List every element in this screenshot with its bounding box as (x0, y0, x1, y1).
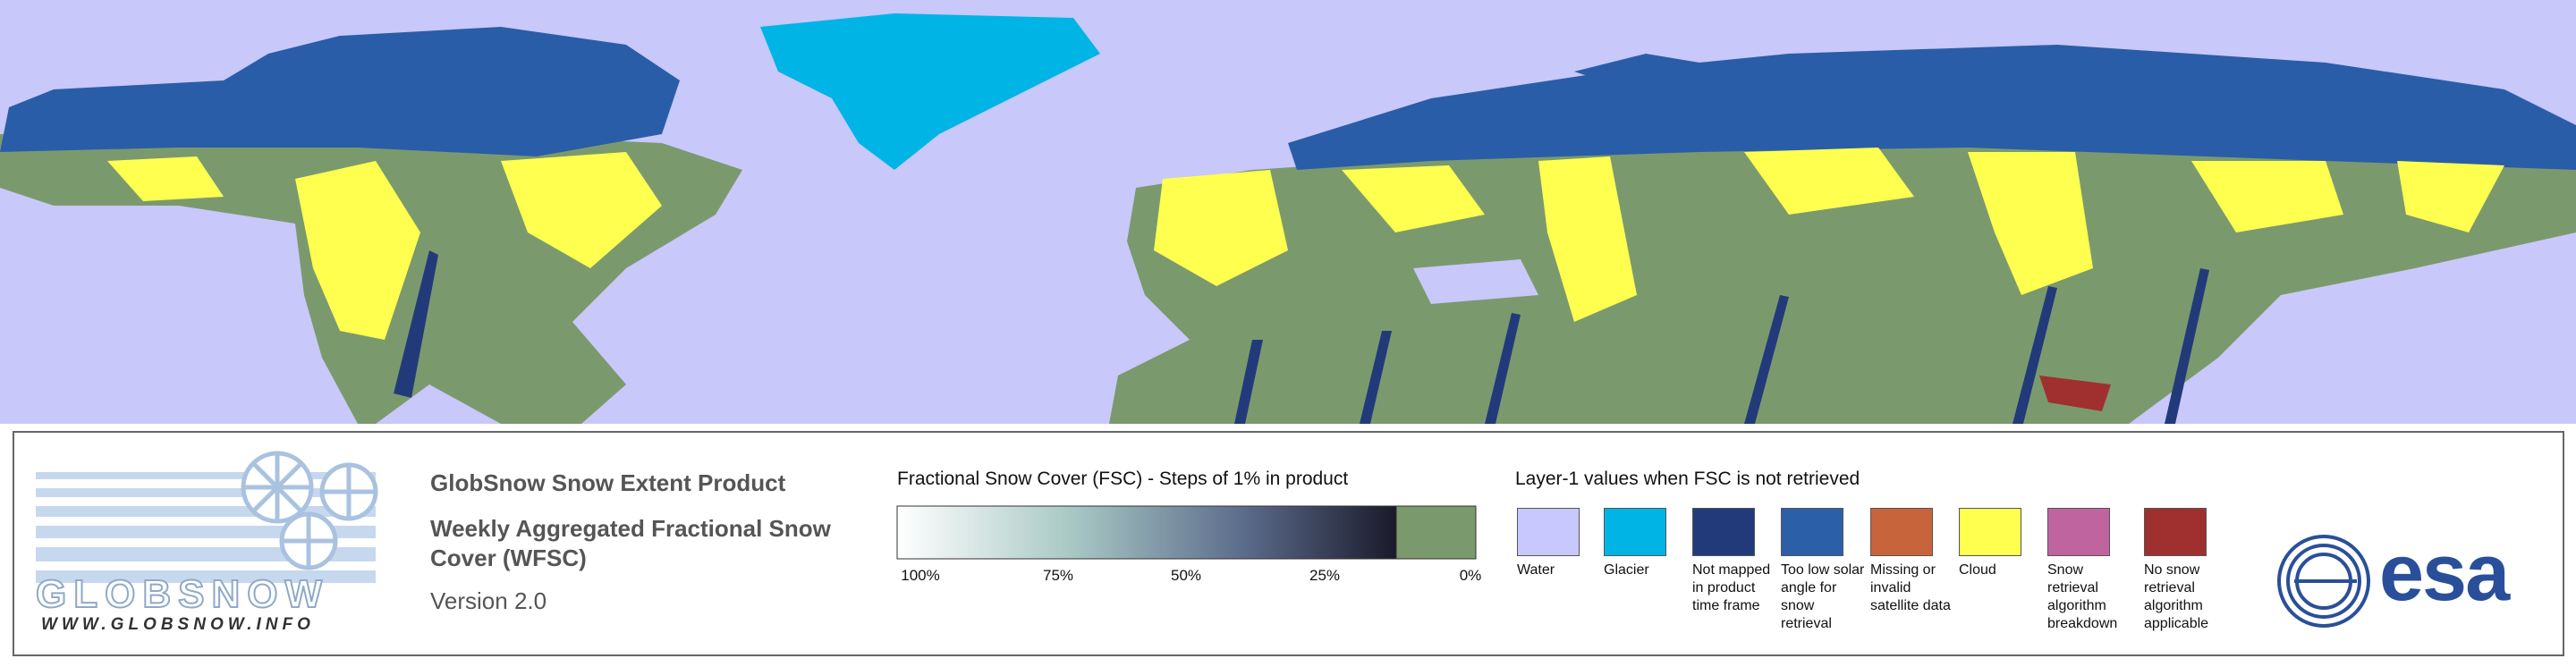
legend-swatch (1604, 508, 1666, 556)
product-subtitle: Weekly Aggregated Fractional Snow Cover … (430, 515, 831, 571)
legend-label: Glacier (1604, 562, 1649, 578)
legend-frame (13, 431, 2564, 656)
fsc-tick-label: 75% (1042, 567, 1074, 584)
map (0, 13, 2576, 424)
logo-name: GLOBSNOW (35, 571, 329, 617)
legend-label: Cloud (1959, 562, 1996, 578)
fsc-tick-label: 50% (1170, 567, 1202, 584)
legend-item: Water (1517, 508, 1602, 579)
legend-item: Missing or invalid satellite data (1870, 508, 1955, 615)
legend-swatch (2047, 508, 2110, 556)
esa-logo-mark (2277, 535, 2370, 628)
legend-label: Water (1517, 562, 1555, 578)
fsc-title: Fractional Snow Cover (FSC) - Steps of 1… (897, 469, 1349, 489)
legend-label: Too low solar angle for snow retrieval (1781, 562, 1865, 631)
legend-swatch (1692, 508, 1755, 556)
legend-item: Glacier (1604, 508, 1689, 579)
legend-item: Snow retrieval algorithm breakdown (2047, 508, 2132, 633)
esa-logo: esa (2379, 528, 2510, 618)
legend-label: Snow retrieval algorithm breakdown (2047, 562, 2118, 631)
legend-swatch (1959, 508, 2021, 556)
legend-swatch (1870, 508, 1933, 556)
legend-label: No snow retrieval algorithm applicable (2144, 562, 2209, 631)
legend-swatch (2144, 508, 2207, 556)
fsc-tick-label: 0% (1459, 567, 1482, 584)
fsc-colorbar (896, 505, 1477, 560)
fsc-tick-label: 100% (901, 567, 940, 584)
legend-swatch (1517, 508, 1580, 556)
legend-label: Not mapped in product time frame (1692, 562, 1771, 613)
legend-item: Not mapped in product time frame (1692, 508, 1777, 615)
legend-swatch (1781, 508, 1843, 556)
logo-url: WWW.GLOBSNOW.INFO (41, 615, 315, 634)
fsc-tick-label: 25% (1309, 567, 1341, 584)
legend-item: Cloud (1959, 508, 2044, 579)
globsnow-logo (36, 451, 378, 583)
legend-item: No snow retrieval algorithm applicable (2144, 508, 2229, 633)
product-title: GlobSnow Snow Extent Product (430, 469, 786, 496)
legend-item: Too low solar angle for snow retrieval (1781, 508, 1866, 633)
legend-label: Missing or invalid satellite data (1870, 562, 1951, 613)
product-version: Version 2.0 (430, 587, 547, 614)
layer1-title: Layer-1 values when FSC is not retrieved (1515, 469, 1860, 489)
